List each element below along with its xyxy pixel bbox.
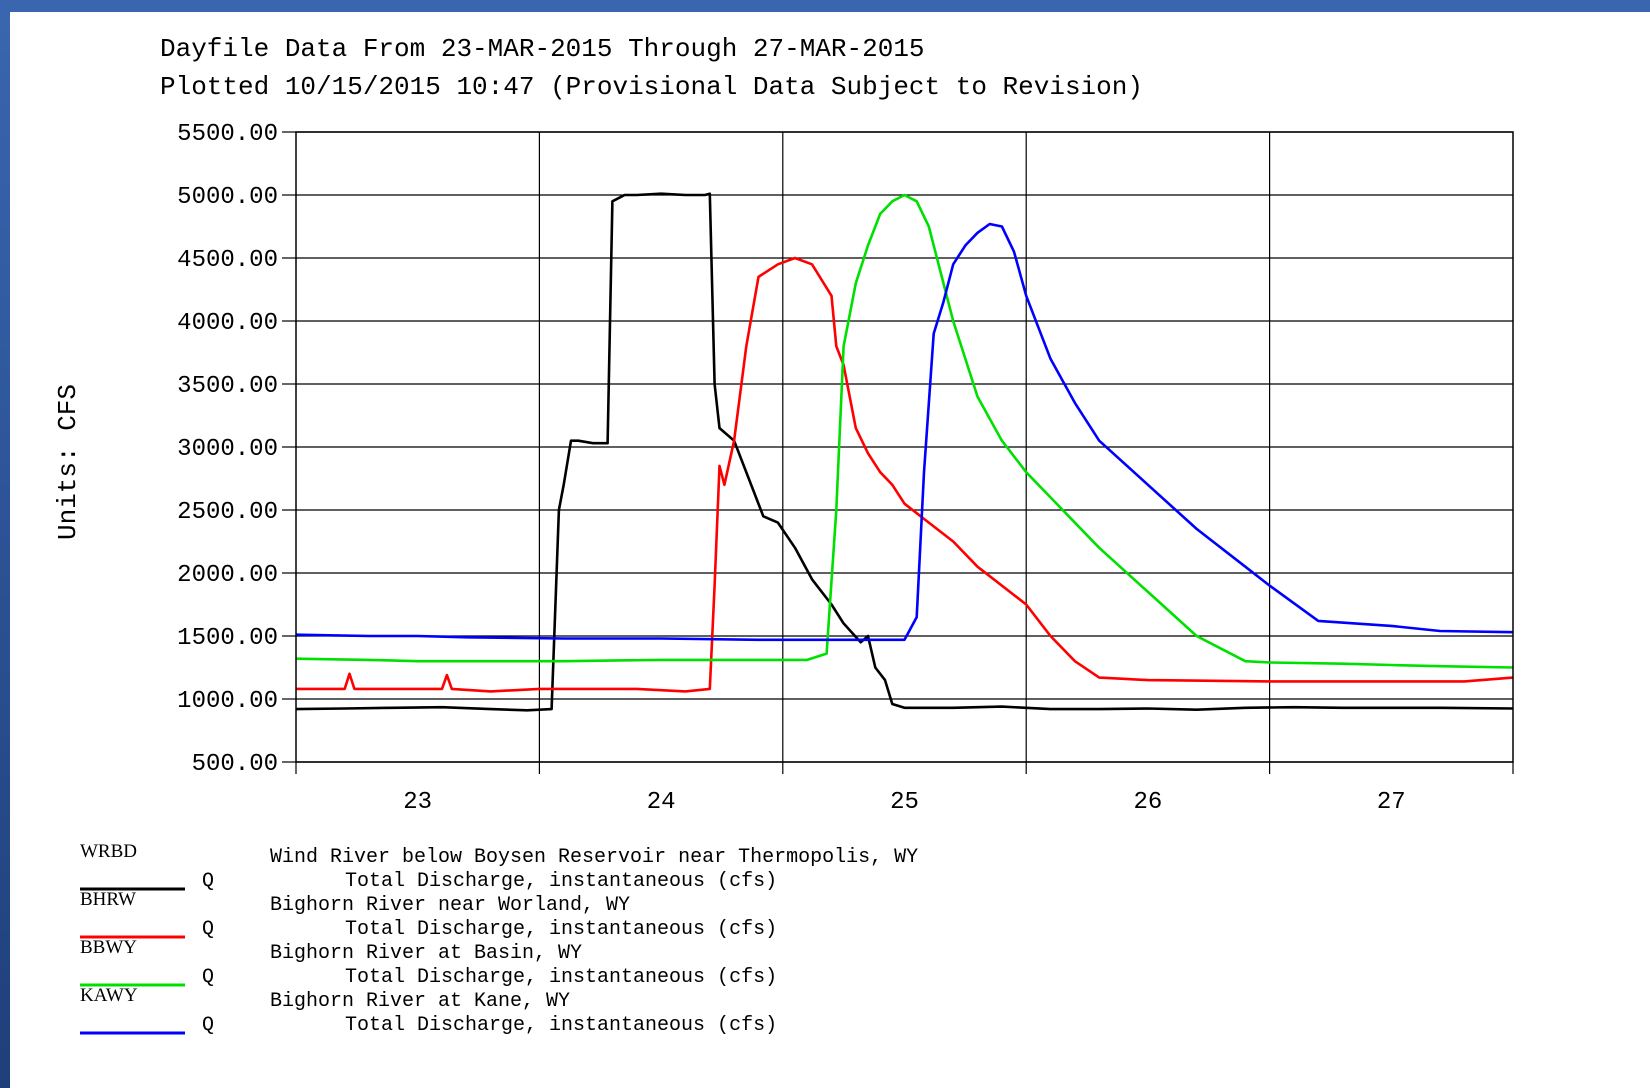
ytick-label: 1000.00	[177, 688, 278, 715]
legend-param: Total Discharge, instantaneous (cfs)	[345, 870, 777, 893]
legend-station-name: Bighorn River near Worland, WY	[270, 894, 630, 917]
xtick-label: 23	[403, 789, 432, 816]
series-line-bhrw	[296, 256, 1514, 693]
legend-q: Q	[202, 966, 214, 989]
xtick-label: 24	[647, 789, 676, 816]
legend-q: Q	[202, 918, 214, 941]
series-line-wrbd	[295, 192, 1514, 712]
y-axis-ticks: 5500.00 5000.00 4500.00 4000.00 3500.00 3000.…	[177, 121, 296, 778]
plot-border	[295, 131, 1514, 763]
ytick-label: 1500.00	[177, 625, 278, 652]
legend-q: Q	[202, 1014, 214, 1037]
legend-param: Total Discharge, instantaneous (cfs)	[345, 918, 777, 941]
legend-code: KAWY	[80, 985, 138, 1006]
ytick-label: 4500.00	[177, 247, 278, 274]
series-lines	[295, 192, 1514, 712]
chart-title: Dayfile Data From 23-MAR-2015 Through 27…	[160, 34, 925, 64]
xtick-label: 27	[1377, 789, 1406, 816]
legend-q: Q	[202, 870, 214, 893]
ytick-label: 3000.00	[177, 436, 278, 463]
xtick-label: 25	[890, 789, 919, 816]
chart-panel: Dayfile Data From 23-MAR-2015 Through 27…	[10, 12, 1650, 1088]
legend-param: Total Discharge, instantaneous (cfs)	[345, 966, 777, 989]
ytick-label: 3500.00	[177, 373, 278, 400]
ytick-label: 500.00	[192, 751, 278, 778]
legend-station-name: Bighorn River at Kane, WY	[270, 990, 570, 1013]
legend-code: WRBD	[80, 841, 137, 862]
legend-param: Total Discharge, instantaneous (cfs)	[345, 1014, 777, 1037]
ytick-label: 2500.00	[177, 499, 278, 526]
series-line-kawy	[295, 222, 1514, 642]
discharge-chart: Dayfile Data From 23-MAR-2015 Through 27…	[53, 34, 1514, 1037]
grid	[296, 131, 1513, 763]
ytick-label: 5000.00	[177, 184, 278, 211]
legend-code: BHRW	[80, 889, 136, 910]
legend: WRBD Wind River below Boysen Reservoir ne…	[80, 841, 918, 1037]
xtick-label: 26	[1133, 789, 1162, 816]
legend-code: BBWY	[80, 937, 137, 958]
ytick-label: 4000.00	[177, 310, 278, 337]
legend-station-name: Wind River below Boysen Reservoir near T…	[270, 846, 918, 869]
x-axis-ticks: 23 24 25 26 27	[295, 762, 1514, 816]
chart-subtitle: Plotted 10/15/2015 10:47 (Provisional Da…	[160, 72, 1143, 102]
series-line-bbwy	[295, 193, 1514, 669]
ytick-label: 2000.00	[177, 562, 278, 589]
ytick-label: 5500.00	[177, 121, 278, 148]
y-axis-label: Units: CFS	[53, 384, 83, 540]
legend-station-name: Bighorn River at Basin, WY	[270, 942, 582, 965]
